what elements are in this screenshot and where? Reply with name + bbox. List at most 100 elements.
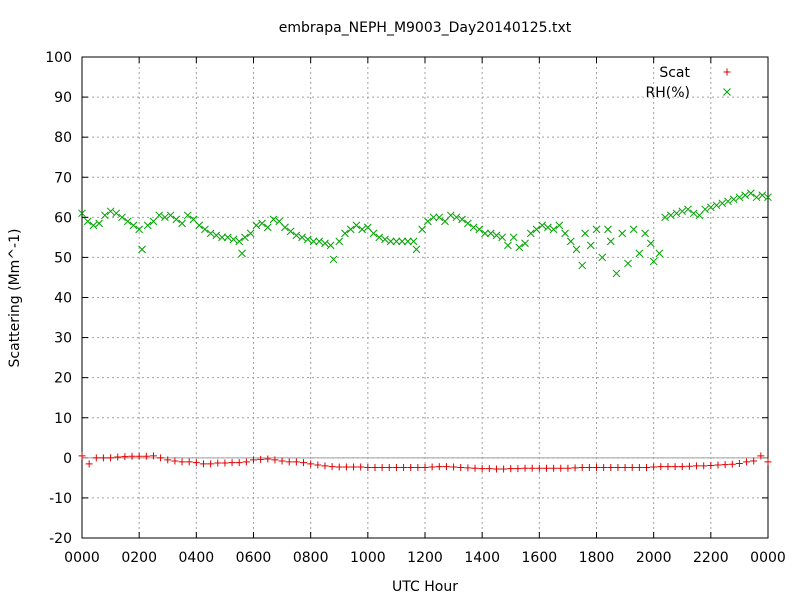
rh-point: [481, 229, 489, 238]
scat-point: [128, 452, 136, 460]
rh-point: [303, 235, 312, 244]
scat-point: [149, 452, 157, 460]
scat-point: [442, 463, 450, 471]
scat-point: [521, 464, 529, 472]
rh-point: [346, 225, 355, 234]
rh-point: [592, 225, 601, 234]
scat-point: [364, 463, 372, 471]
scat-point: [507, 465, 515, 473]
scat-point: [307, 460, 315, 468]
rh-point: [403, 237, 412, 246]
scat-point: [335, 463, 343, 471]
scat-point: [707, 461, 715, 469]
scat-point: [199, 460, 207, 468]
rh-point: [655, 249, 664, 258]
rh-point: [246, 229, 255, 238]
scat-point: [571, 464, 579, 472]
rh-point: [149, 217, 158, 226]
scat-point: [328, 463, 336, 471]
rh-point: [712, 201, 721, 210]
rh-point: [635, 249, 644, 258]
rh-point: [341, 229, 349, 238]
rh-point: [329, 255, 338, 264]
rh-point: [212, 231, 221, 240]
scat-point: [471, 464, 479, 472]
scat-point: [535, 464, 543, 472]
scat-point: [621, 463, 629, 471]
scat-point: [371, 463, 379, 471]
scat-point: [743, 458, 751, 466]
scat-point: [92, 454, 100, 462]
rh-point: [735, 193, 744, 202]
rh-point: [469, 223, 478, 232]
rh-point: [172, 215, 181, 224]
scat-point: [378, 463, 386, 471]
rh-point: [561, 229, 569, 238]
scat-point: [250, 456, 257, 464]
scat-point: [600, 463, 608, 471]
scat-point: [685, 462, 693, 470]
rh-point: [183, 211, 192, 220]
rh-point: [178, 219, 186, 228]
scat-point: [578, 463, 586, 471]
rh-point: [435, 213, 444, 222]
rh-point: [235, 237, 244, 246]
rh-point: [544, 223, 552, 232]
x-tick-label: 1200: [407, 550, 443, 566]
scat-point: [114, 453, 122, 461]
rh-point: [123, 217, 132, 226]
scat-point: [664, 463, 672, 471]
scat-point: [750, 457, 758, 465]
scat-point: [178, 458, 186, 466]
scat-point: [485, 465, 493, 473]
rh-point: [292, 231, 301, 240]
x-axis-label: UTC Hour: [392, 579, 458, 595]
x-tick-label: 1600: [522, 550, 558, 566]
scat-point: [385, 463, 393, 471]
rh-point: [689, 209, 698, 218]
data-series: [78, 189, 772, 473]
x-tick-label: 2000: [636, 550, 672, 566]
rh-point: [729, 195, 738, 204]
y-tick-label: 70: [54, 170, 72, 186]
x-tick-label: 0800: [293, 550, 329, 566]
rh-point: [586, 241, 595, 250]
rh-point: [498, 233, 507, 242]
rh-point: [604, 225, 612, 234]
rh-point: [701, 205, 709, 214]
scat-point: [271, 456, 279, 464]
rh-point: [458, 215, 467, 224]
rh-point: [118, 213, 126, 222]
scat-point: [564, 464, 572, 472]
scat-point: [735, 459, 743, 467]
scat-point: [428, 463, 436, 471]
scat-point: [500, 465, 508, 473]
legend-label: Scat: [659, 65, 690, 81]
y-tick-label: 60: [54, 210, 72, 226]
rh-point: [358, 225, 366, 234]
scat-point: [614, 463, 622, 471]
rh-point: [238, 249, 246, 258]
rh-point: [752, 193, 761, 202]
rh-point: [398, 237, 406, 246]
scat-point: [585, 463, 593, 471]
rh-point: [464, 219, 472, 228]
scat-point: [764, 458, 772, 466]
rh-point: [189, 215, 198, 224]
legend: Scat RH(%): [646, 65, 731, 101]
scat-point: [278, 457, 286, 465]
series-rh: [78, 189, 772, 278]
rh-point: [598, 253, 607, 262]
rh-point: [555, 221, 564, 230]
scat-point: [478, 465, 486, 473]
scat-point: [164, 456, 172, 464]
rh-point: [764, 193, 772, 202]
rh-point: [309, 237, 318, 246]
rh-point: [83, 217, 92, 226]
rh-point: [161, 213, 169, 222]
rh-point: [578, 261, 587, 270]
rh-point: [275, 217, 284, 226]
scat-point: [257, 455, 265, 463]
rh-point: [649, 257, 658, 266]
rh-point: [223, 233, 232, 242]
